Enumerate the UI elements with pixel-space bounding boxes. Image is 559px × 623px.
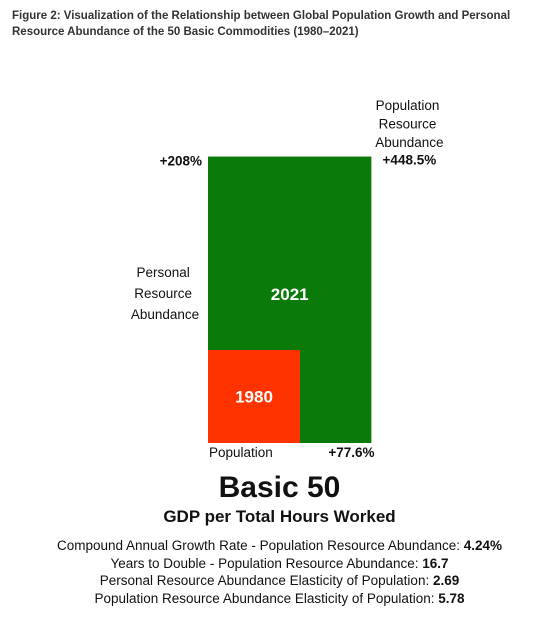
x-axis-label: Population	[209, 445, 273, 460]
area-1980	[208, 350, 300, 443]
stat-cagr: Compound Annual Growth Rate - Population…	[0, 537, 559, 555]
y-axis-label-line: Personal	[136, 265, 189, 280]
stat-population-elasticity: Population Resource Abundance Elasticity…	[0, 590, 559, 608]
y-axis-label-line: Abundance	[131, 307, 199, 322]
stats-list: Compound Annual Growth Rate - Population…	[0, 537, 559, 607]
label-1980: 1980	[235, 388, 273, 407]
stat-value: 4.24%	[463, 538, 503, 553]
figure-caption: Figure 2: Visualization of the Relations…	[12, 10, 511, 38]
summary-subtitle: GDP per Total Hours Worked	[163, 507, 396, 526]
stat-label: Years to Double - Population Resource Ab…	[110, 555, 423, 571]
x-change-label: +77.6%	[328, 445, 374, 460]
area-change-label: +448.5%	[383, 153, 437, 168]
y-axis-label: Personal Resource Abundance	[131, 265, 199, 322]
label-2021: 2021	[271, 285, 309, 304]
resource-abundance-chart: 2021 1980 +208% +77.6% Population Person…	[131, 98, 444, 460]
area-label: Population Resource Abundance	[375, 98, 443, 150]
stat-label: Compound Annual Growth Rate - Population…	[56, 538, 464, 553]
summary-title: Basic 50	[218, 471, 341, 504]
area-label-line: Abundance	[375, 135, 443, 150]
stat-label: Personal Resource Abundance Elasticity o…	[99, 573, 433, 588]
y-change-label: +208%	[160, 154, 202, 169]
stat-value: 2.69	[432, 573, 460, 588]
area-label-line: Population	[376, 98, 440, 113]
stat-value: 5.78	[438, 590, 465, 606]
area-label-line: Resource	[379, 117, 437, 132]
stat-years-to-double: Years to Double - Population Resource Ab…	[0, 555, 559, 573]
stat-value: 16.7	[422, 555, 449, 571]
stat-personal-elasticity: Personal Resource Abundance Elasticity o…	[0, 572, 559, 590]
stat-label: Population Resource Abundance Elasticity…	[94, 590, 439, 606]
y-axis-label-line: Resource	[134, 286, 192, 301]
